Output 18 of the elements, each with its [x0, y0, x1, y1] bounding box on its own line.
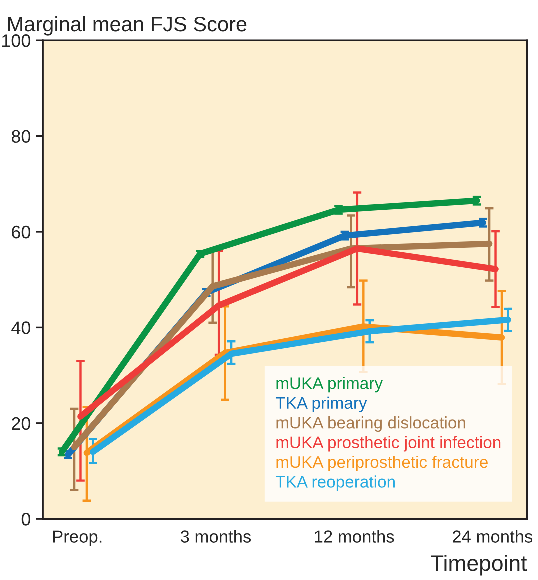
x-axis-title: Timepoint	[431, 554, 528, 576]
text: TKA primary	[276, 396, 368, 412]
y-tick-label: 40	[12, 322, 31, 334]
y-tick-label: 60	[12, 226, 31, 239]
text: mUKA prosthetic joint infection	[276, 436, 501, 452]
x-tick-label: 24 months	[453, 530, 533, 543]
y-axis-title: Marginal mean FJS Score	[8, 16, 247, 36]
text: mUKA periprosthetic fracture	[276, 456, 488, 472]
text: mUKA bearing dislocation	[276, 416, 466, 432]
y-tick-label: 20	[12, 417, 31, 430]
y-tick-label: 80	[12, 130, 31, 144]
text: TKA reoperation	[276, 476, 395, 492]
x-tick-label: Preop.	[53, 530, 102, 546]
text: mUKA primary	[276, 377, 384, 393]
x-tick-label: 3 months	[180, 530, 252, 543]
y-tick-label: 0	[22, 513, 31, 526]
y-tick-label: 100	[2, 34, 31, 48]
x-tick-label: 12 months	[315, 530, 394, 543]
